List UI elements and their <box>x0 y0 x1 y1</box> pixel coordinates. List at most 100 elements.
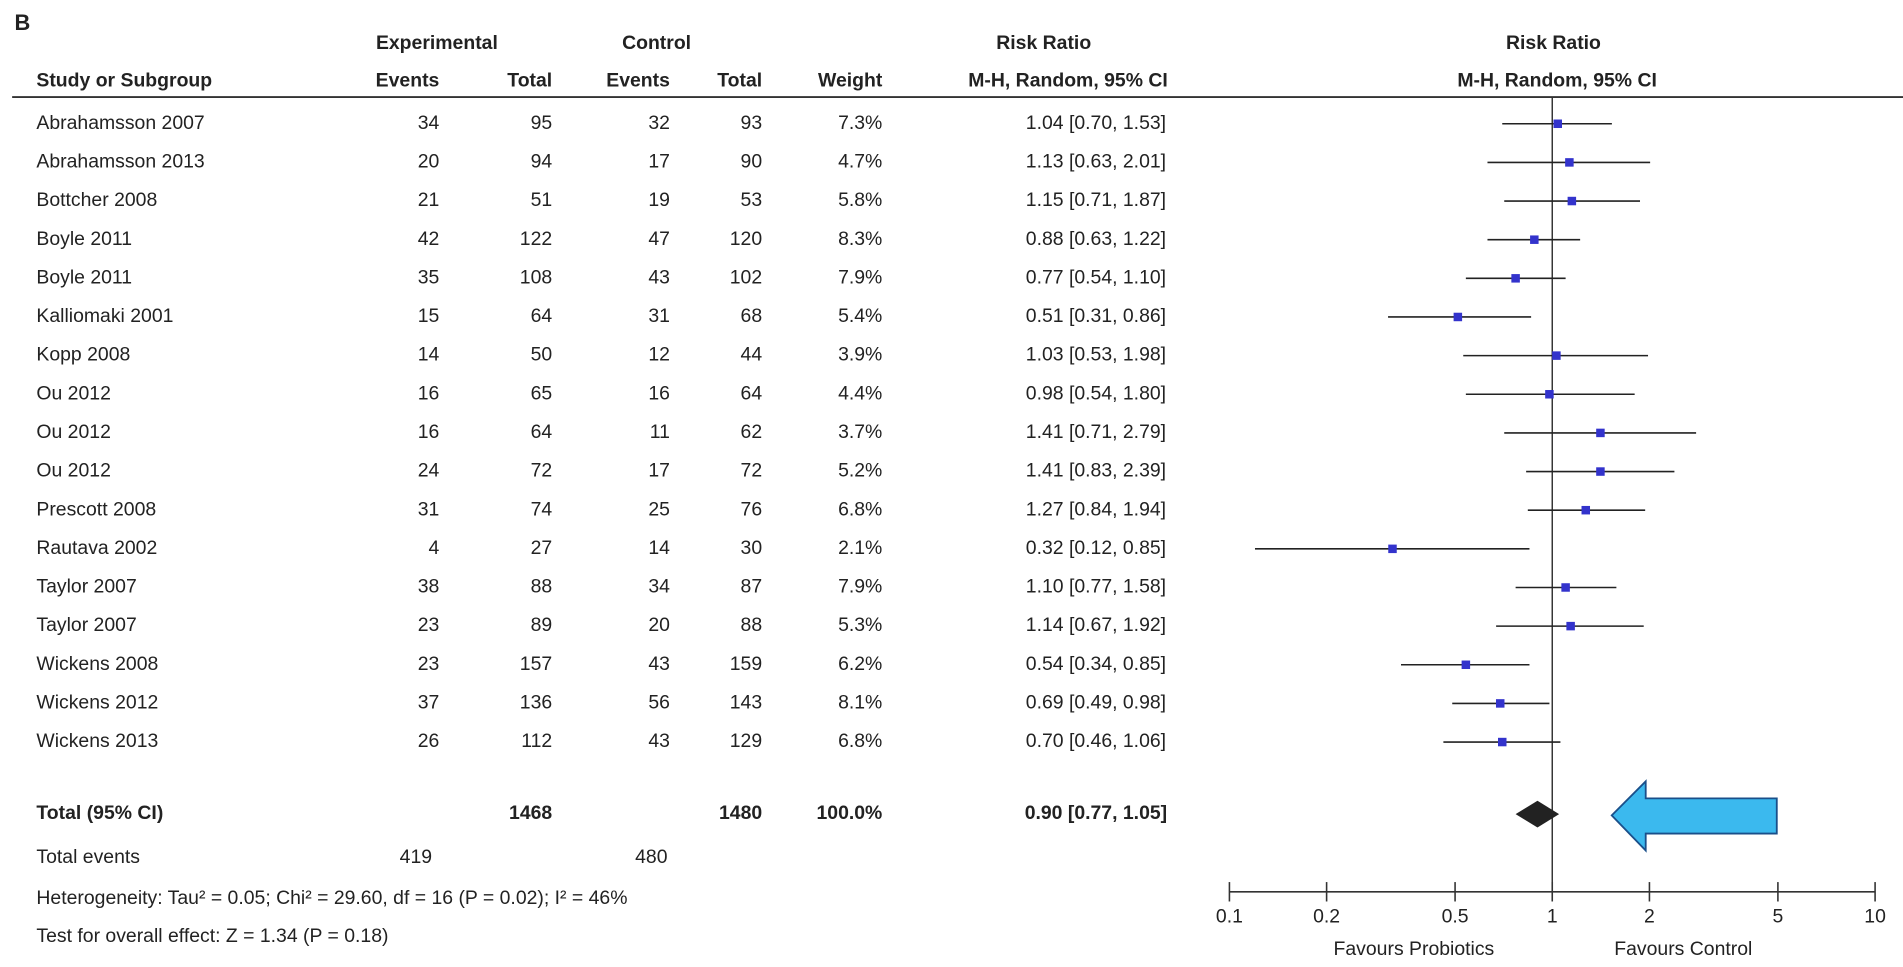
cell: 16 <box>418 382 440 404</box>
page: B Experimental Control Risk Ratio Risk R… <box>0 0 1903 967</box>
cell: 108 <box>520 266 552 288</box>
column-header: Study or Subgroup <box>36 69 212 91</box>
cell: 23 <box>418 653 440 675</box>
ci-label: 1.14 [0.67, 1.92] <box>1026 614 1166 636</box>
group-header: Risk Ratio <box>996 32 1091 54</box>
group-header: Risk Ratio <box>1506 32 1601 54</box>
cell: 64 <box>531 421 553 443</box>
point-estimate <box>1498 738 1506 746</box>
point-estimate <box>1545 390 1553 398</box>
ci-label: 0.69 [0.49, 0.98] <box>1026 692 1166 714</box>
ci-label: 1.10 [0.77, 1.58] <box>1026 576 1166 598</box>
study-name: Kalliomaki 2001 <box>36 305 173 327</box>
point-estimate <box>1454 313 1462 321</box>
cell: 64 <box>741 382 763 404</box>
column-header: Total <box>507 69 552 91</box>
study-name: Kopp 2008 <box>36 344 130 366</box>
study-name: Bottcher 2008 <box>36 189 157 211</box>
cell: 143 <box>730 692 762 714</box>
point-estimate <box>1568 197 1576 205</box>
cell: 31 <box>418 498 440 520</box>
cell: 27 <box>531 537 553 559</box>
cell: 3.9% <box>838 344 882 366</box>
cell: 5.3% <box>838 614 882 636</box>
ci-label: 1.15 [0.71, 1.87] <box>1026 189 1166 211</box>
cell: 23 <box>418 614 440 636</box>
cell: 102 <box>730 266 762 288</box>
panel-label: B <box>15 10 31 35</box>
cell: 65 <box>531 382 553 404</box>
study-name: Ou 2012 <box>36 421 110 443</box>
total-cell: 1480 <box>719 802 762 824</box>
cell: 24 <box>418 460 440 482</box>
cell: 31 <box>648 305 670 327</box>
column-header: Weight <box>818 69 883 91</box>
total-ci-label: 0.90 [0.77, 1.05] <box>1025 802 1167 824</box>
ci-label: 0.54 [0.34, 0.85] <box>1026 653 1166 675</box>
cell: 14 <box>418 344 440 366</box>
cell: 38 <box>418 576 440 598</box>
cell: 30 <box>741 537 763 559</box>
study-name: Wickens 2012 <box>36 692 158 714</box>
study-name: Abrahamsson 2007 <box>36 112 204 134</box>
point-estimate <box>1561 583 1569 591</box>
cell: 6.8% <box>838 730 882 752</box>
cell: 4.7% <box>838 151 882 173</box>
cell: 21 <box>418 189 440 211</box>
point-estimate <box>1511 274 1519 282</box>
cell: 72 <box>531 460 553 482</box>
cell: 34 <box>648 576 670 598</box>
cell: 2.1% <box>838 537 882 559</box>
column-header: M-H, Random, 95% CI <box>968 69 1168 91</box>
cell: 50 <box>531 344 553 366</box>
point-estimate <box>1388 545 1396 553</box>
cell: 37 <box>418 692 440 714</box>
ci-label: 0.88 [0.63, 1.22] <box>1026 228 1166 250</box>
cell: 88 <box>531 576 553 598</box>
cell: 11 <box>650 421 670 443</box>
cell: 6.8% <box>838 498 882 520</box>
cell: 8.1% <box>838 692 882 714</box>
cell: 95 <box>531 112 553 134</box>
point-estimate <box>1566 622 1574 630</box>
cell: 5.8% <box>838 189 882 211</box>
cell: 16 <box>648 382 670 404</box>
cell: 34 <box>418 112 440 134</box>
cell: 8.3% <box>838 228 882 250</box>
x-tick-label: 0.2 <box>1313 905 1340 927</box>
x-tick-label: 1 <box>1547 905 1558 927</box>
total-events: 480 <box>635 846 668 868</box>
cell: 32 <box>648 112 670 134</box>
cell: 136 <box>520 692 552 714</box>
cell: 4 <box>429 537 440 559</box>
ci-label: 0.51 [0.31, 0.86] <box>1026 305 1166 327</box>
column-header: M-H, Random, 95% CI <box>1457 69 1657 91</box>
study-name: Rautava 2002 <box>36 537 157 559</box>
cell: 74 <box>531 498 553 520</box>
cell: 44 <box>741 344 763 366</box>
ci-label: 0.32 [0.12, 0.85] <box>1026 537 1166 559</box>
x-tick-label: 0.5 <box>1442 905 1469 927</box>
ci-label: 0.98 [0.54, 1.80] <box>1026 382 1166 404</box>
cell: 25 <box>648 498 670 520</box>
cell: 42 <box>418 228 440 250</box>
x-label-left: Favours Probiotics <box>1334 938 1495 960</box>
highlight-arrow <box>1612 781 1777 850</box>
cell: 64 <box>531 305 553 327</box>
cell: 20 <box>648 614 670 636</box>
cell: 159 <box>730 653 762 675</box>
cell: 7.9% <box>838 576 882 598</box>
point-estimate <box>1582 506 1590 514</box>
ci-label: 1.04 [0.70, 1.53] <box>1026 112 1166 134</box>
cell: 76 <box>741 498 763 520</box>
total-events-name: Total events <box>36 846 140 868</box>
point-estimate <box>1554 120 1562 128</box>
study-name: Taylor 2007 <box>36 576 136 598</box>
point-estimate <box>1565 158 1573 166</box>
ci-label: 1.13 [0.63, 2.01] <box>1026 151 1166 173</box>
cell: 120 <box>730 228 763 250</box>
cell: 112 <box>521 730 552 752</box>
cell: 90 <box>741 151 763 173</box>
cell: 72 <box>741 460 763 482</box>
total-events: 419 <box>400 846 432 868</box>
